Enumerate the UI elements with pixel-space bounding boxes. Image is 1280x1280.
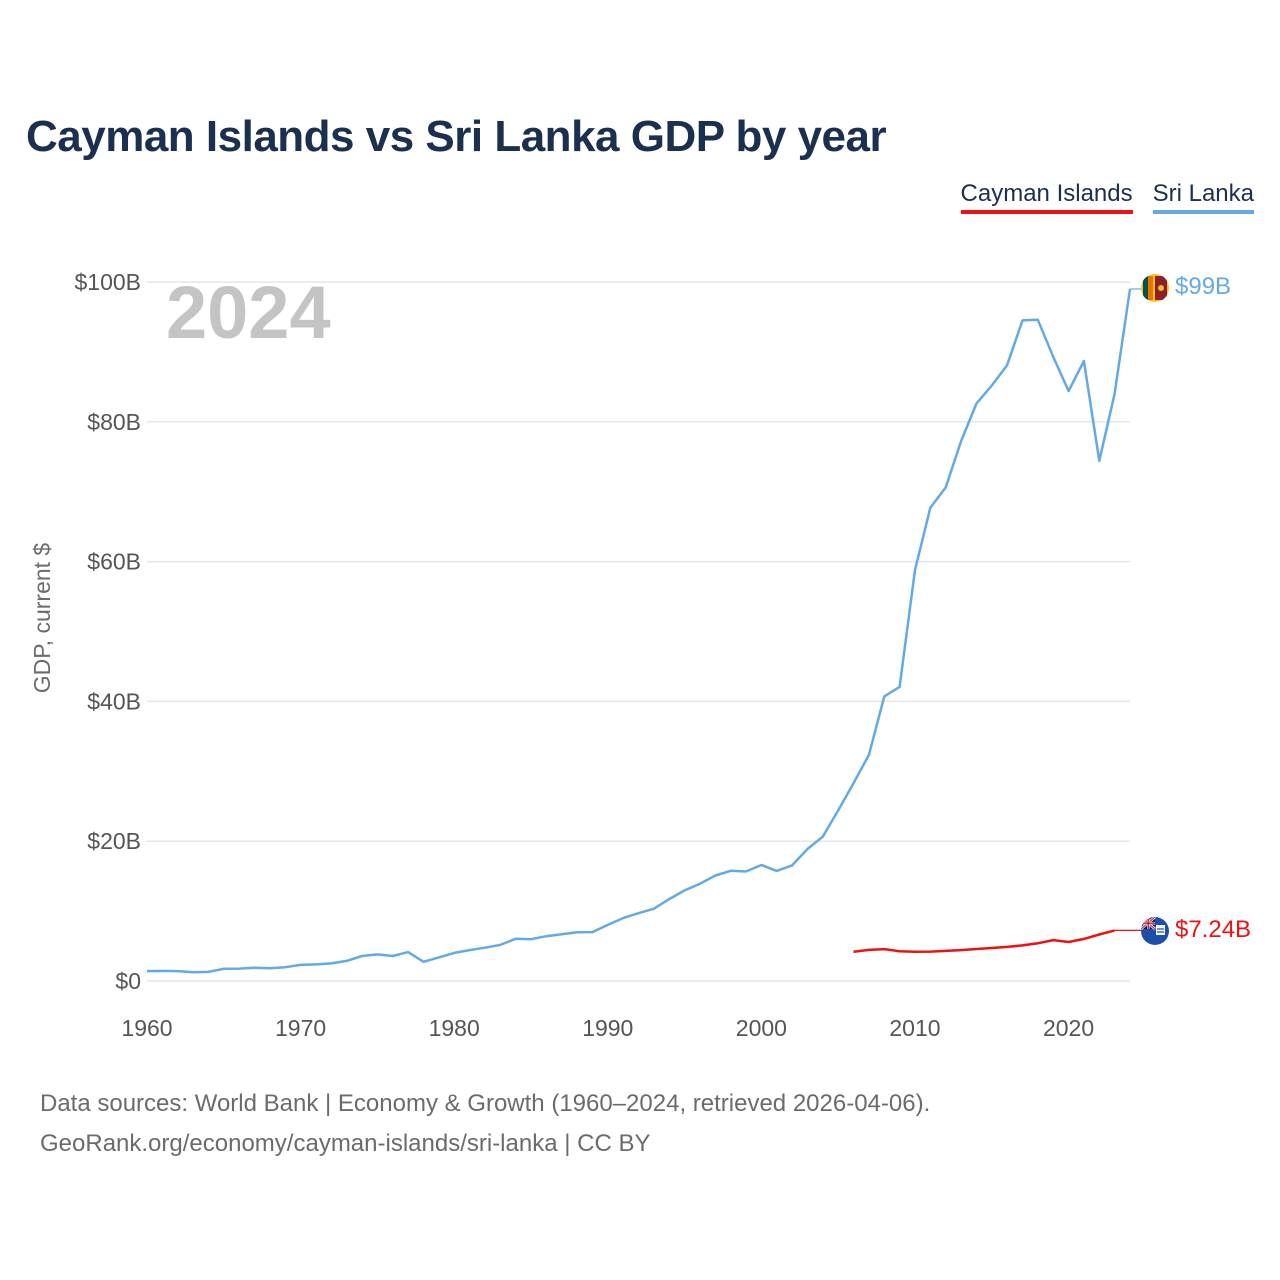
- y-axis-label: GDP, current $: [29, 543, 55, 694]
- legend-item-sri-lanka[interactable]: Sri Lanka: [1152, 180, 1254, 214]
- y-tick-label: $60B: [87, 549, 141, 575]
- sri-lanka-end-label: $99B: [1175, 273, 1231, 300]
- source-note: Data sources: World Bank | Economy & Gro…: [40, 1084, 930, 1164]
- source-line-data: Data sources: World Bank | Economy & Gro…: [40, 1090, 931, 1117]
- x-tick-label: 2020: [1043, 1015, 1094, 1041]
- sri-lanka-flag-icon: [1141, 274, 1169, 302]
- y-tick-label: $80B: [87, 409, 141, 435]
- cayman-islands-end-label: $7.24B: [1175, 916, 1251, 943]
- y-tick-label: $20B: [87, 828, 141, 854]
- gdp-line-chart: $0 $20B $40B $60B $80B $100B 1960 1970 1980 1990…: [29, 269, 1251, 1041]
- y-tick-label: $0: [115, 968, 141, 994]
- y-tick-label: $100B: [74, 269, 141, 295]
- chart-title: Cayman Islands vs Sri Lanka GDP by year: [26, 112, 887, 161]
- legend: Cayman Islands Sri Lanka: [960, 180, 1254, 214]
- series-line-cayman-islands: [853, 929, 1115, 954]
- x-tick-label: 2000: [736, 1015, 787, 1041]
- cayman-islands-flag-icon: [1141, 917, 1169, 945]
- x-tick-label: 1990: [582, 1015, 633, 1041]
- legend-item-cayman-islands[interactable]: Cayman Islands: [960, 180, 1133, 214]
- x-tick-label: 1960: [121, 1015, 172, 1041]
- series-line-sri-lanka: [146, 288, 1132, 974]
- x-tick-label: 1980: [429, 1015, 480, 1041]
- y-tick-label: $40B: [87, 688, 141, 714]
- current-year-label: 2024: [166, 271, 331, 354]
- x-tick-label: 1970: [275, 1015, 326, 1041]
- source-line-link[interactable]: GeoRank.org/economy/cayman-islands/sri-l…: [40, 1130, 651, 1157]
- x-tick-label: 2010: [889, 1015, 940, 1041]
